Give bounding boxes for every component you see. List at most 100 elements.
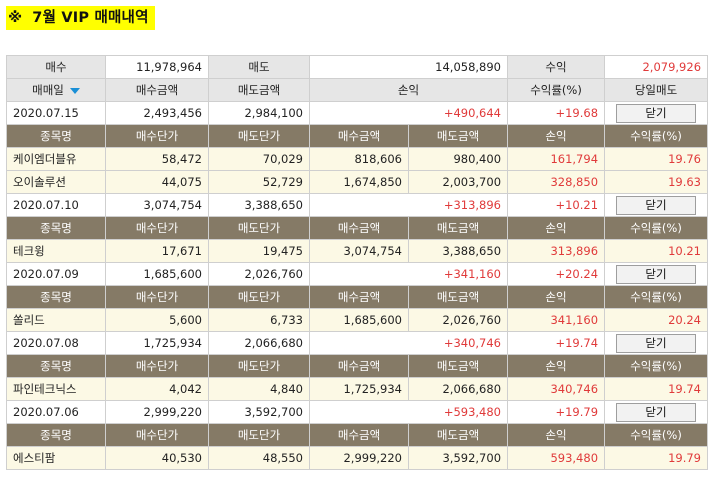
- stock-sell-price: 6,733: [208, 308, 310, 332]
- stock-sell-price: 19,475: [208, 239, 310, 263]
- summary-section: 매수 11,978,964 매도 14,058,890 수익 2,079,926: [6, 55, 709, 79]
- stock-rate: 19.79: [604, 446, 709, 470]
- stock-row[interactable]: 테크윙 17,671 19,475 3,074,754 3,388,650 313,896…: [6, 239, 709, 263]
- close-button[interactable]: 닫기: [616, 264, 697, 284]
- stock-buy-price: 17,671: [105, 239, 209, 263]
- stock-name[interactable]: 오이솔루션: [6, 170, 106, 194]
- subheader-buy-price: 매수단가: [105, 124, 209, 148]
- stock-pnl: 593,480: [507, 446, 606, 470]
- stock-sell-amount: 2,026,760: [407, 308, 509, 332]
- stock-name[interactable]: 케이엠더블유: [6, 147, 106, 171]
- stock-subheader-row: 종목명 매수단가 매도단가 매수금액 매도금액 손익 수익률(%): [6, 423, 709, 447]
- day-pnl: +341,160: [308, 262, 509, 286]
- stock-buy-amount: 1,685,600: [309, 308, 409, 332]
- stock-name[interactable]: 파인테크닉스: [6, 377, 106, 401]
- stock-rate: 19.76: [604, 147, 709, 171]
- day-date: 2020.07.10: [6, 193, 106, 217]
- day-sell-amount: 2,066,680: [208, 331, 310, 355]
- subheader-sell-amount: 매도금액: [407, 354, 509, 378]
- close-button[interactable]: 닫기: [616, 333, 697, 353]
- header-sell-amount: 매도금액: [208, 78, 310, 102]
- header-date-sort[interactable]: 매매일: [6, 78, 106, 102]
- stock-sell-amount: 2,003,700: [407, 170, 509, 194]
- stock-buy-price: 58,472: [105, 147, 209, 171]
- stock-buy-price: 40,530: [105, 446, 209, 470]
- summary-buy-label: 매수: [6, 55, 106, 79]
- subheader-sell-amount: 매도금액: [407, 124, 509, 148]
- reference-mark-icon: ※: [8, 10, 23, 26]
- close-cell: 닫기: [604, 331, 709, 355]
- stock-pnl: 328,850: [507, 170, 606, 194]
- day-pnl: +313,896: [308, 193, 509, 217]
- subheader-buy-price: 매수단가: [105, 216, 209, 240]
- stock-sell-price: 48,550: [208, 446, 310, 470]
- day-buy-amount: 3,074,754: [105, 193, 209, 217]
- day-rate: +19.68: [507, 101, 606, 125]
- stock-row[interactable]: 쏠리드 5,600 6,733 1,685,600 2,026,760 341,160 20…: [6, 308, 709, 332]
- summary-profit-label: 수익: [507, 55, 606, 79]
- summary-profit-value: 2,079,926: [604, 55, 709, 79]
- subheader-buy-amount: 매수금액: [309, 216, 409, 240]
- header-pnl: 손익: [308, 78, 509, 102]
- stock-name[interactable]: 테크윙: [6, 239, 106, 263]
- day-summary-row: 2020.07.15 2,493,456 2,984,100 +490,644 +19.…: [6, 101, 709, 125]
- subheader-sell-amount: 매도금액: [407, 216, 509, 240]
- close-cell: 닫기: [604, 400, 709, 424]
- stock-sell-amount: 3,388,650: [407, 239, 509, 263]
- day-pnl: +340,746: [308, 331, 509, 355]
- close-button[interactable]: 닫기: [616, 402, 697, 422]
- stock-pnl: 340,746: [507, 377, 606, 401]
- stock-sell-amount: 3,592,700: [407, 446, 509, 470]
- stock-buy-price: 5,600: [105, 308, 209, 332]
- day-date: 2020.07.09: [6, 262, 106, 286]
- day-summary-row: 2020.07.09 1,685,600 2,026,760 +341,160 +20.…: [6, 262, 709, 286]
- stock-row[interactable]: 오이솔루션 44,075 52,729 1,674,850 2,003,700 328,8…: [6, 170, 709, 194]
- stock-row[interactable]: 파인테크닉스 4,042 4,840 1,725,934 2,066,680 340,74…: [6, 377, 709, 401]
- stock-sell-amount: 2,066,680: [407, 377, 509, 401]
- stock-name[interactable]: 에스티팜: [6, 446, 106, 470]
- stock-buy-amount: 2,999,220: [309, 446, 409, 470]
- subheader-pnl: 손익: [507, 354, 606, 378]
- stock-row[interactable]: 케이엠더블유 58,472 70,029 818,606 980,400 161,794 1…: [6, 147, 709, 171]
- stock-sell-price: 52,729: [208, 170, 310, 194]
- subheader-sell-amount: 매도금액: [407, 285, 509, 309]
- subheader-pnl: 손익: [507, 285, 606, 309]
- day-buy-amount: 2,493,456: [105, 101, 209, 125]
- day-buy-amount: 1,725,934: [105, 331, 209, 355]
- day-buy-amount: 2,999,220: [105, 400, 209, 424]
- subheader-sell-price: 매도단가: [208, 423, 310, 447]
- stock-pnl: 341,160: [507, 308, 606, 332]
- subheader-pnl: 손익: [507, 124, 606, 148]
- page-title-wrap: ※ 7월 VIP 매매내역: [6, 6, 155, 30]
- close-cell: 닫기: [604, 262, 709, 286]
- subheader-buy-price: 매수단가: [105, 285, 209, 309]
- header-rate: 수익률(%): [507, 78, 606, 102]
- day-summary-row: 2020.07.06 2,999,220 3,592,700 +593,480 +19.…: [6, 400, 709, 424]
- stock-row[interactable]: 에스티팜 40,530 48,550 2,999,220 3,592,700 593,48…: [6, 446, 709, 470]
- subheader-rate: 수익률(%): [604, 354, 709, 378]
- stock-buy-amount: 1,674,850: [309, 170, 409, 194]
- stock-buy-amount: 3,074,754: [309, 239, 409, 263]
- day-rate: +19.74: [507, 331, 606, 355]
- stock-sell-price: 70,029: [208, 147, 310, 171]
- day-summary-row: 2020.07.10 3,074,754 3,388,650 +313,896 +10.…: [6, 193, 709, 217]
- subheader-sell-amount: 매도금액: [407, 423, 509, 447]
- day-date: 2020.07.06: [6, 400, 106, 424]
- summary-buy-value: 11,978,964: [105, 55, 209, 79]
- stock-subheader-row: 종목명 매수단가 매도단가 매수금액 매도금액 손익 수익률(%): [6, 354, 709, 378]
- close-button[interactable]: 닫기: [616, 103, 697, 123]
- stock-rate: 19.63: [604, 170, 709, 194]
- sort-down-icon[interactable]: [69, 87, 80, 94]
- subheader-rate: 수익률(%): [604, 124, 709, 148]
- day-sell-amount: 2,984,100: [208, 101, 310, 125]
- stock-pnl: 161,794: [507, 147, 606, 171]
- page-title-text: 7월 VIP 매매내역: [32, 10, 149, 26]
- subheader-pnl: 손익: [507, 423, 606, 447]
- subheader-stock-name: 종목명: [6, 124, 106, 148]
- subheader-sell-price: 매도단가: [208, 354, 310, 378]
- day-pnl: +593,480: [308, 400, 509, 424]
- subheader-buy-price: 매수단가: [105, 354, 209, 378]
- close-button[interactable]: 닫기: [616, 195, 697, 215]
- table-header-row: 매매일 매수금액 매도금액 손익 수익률(%) 당일매도: [6, 78, 709, 102]
- stock-name[interactable]: 쏠리드: [6, 308, 106, 332]
